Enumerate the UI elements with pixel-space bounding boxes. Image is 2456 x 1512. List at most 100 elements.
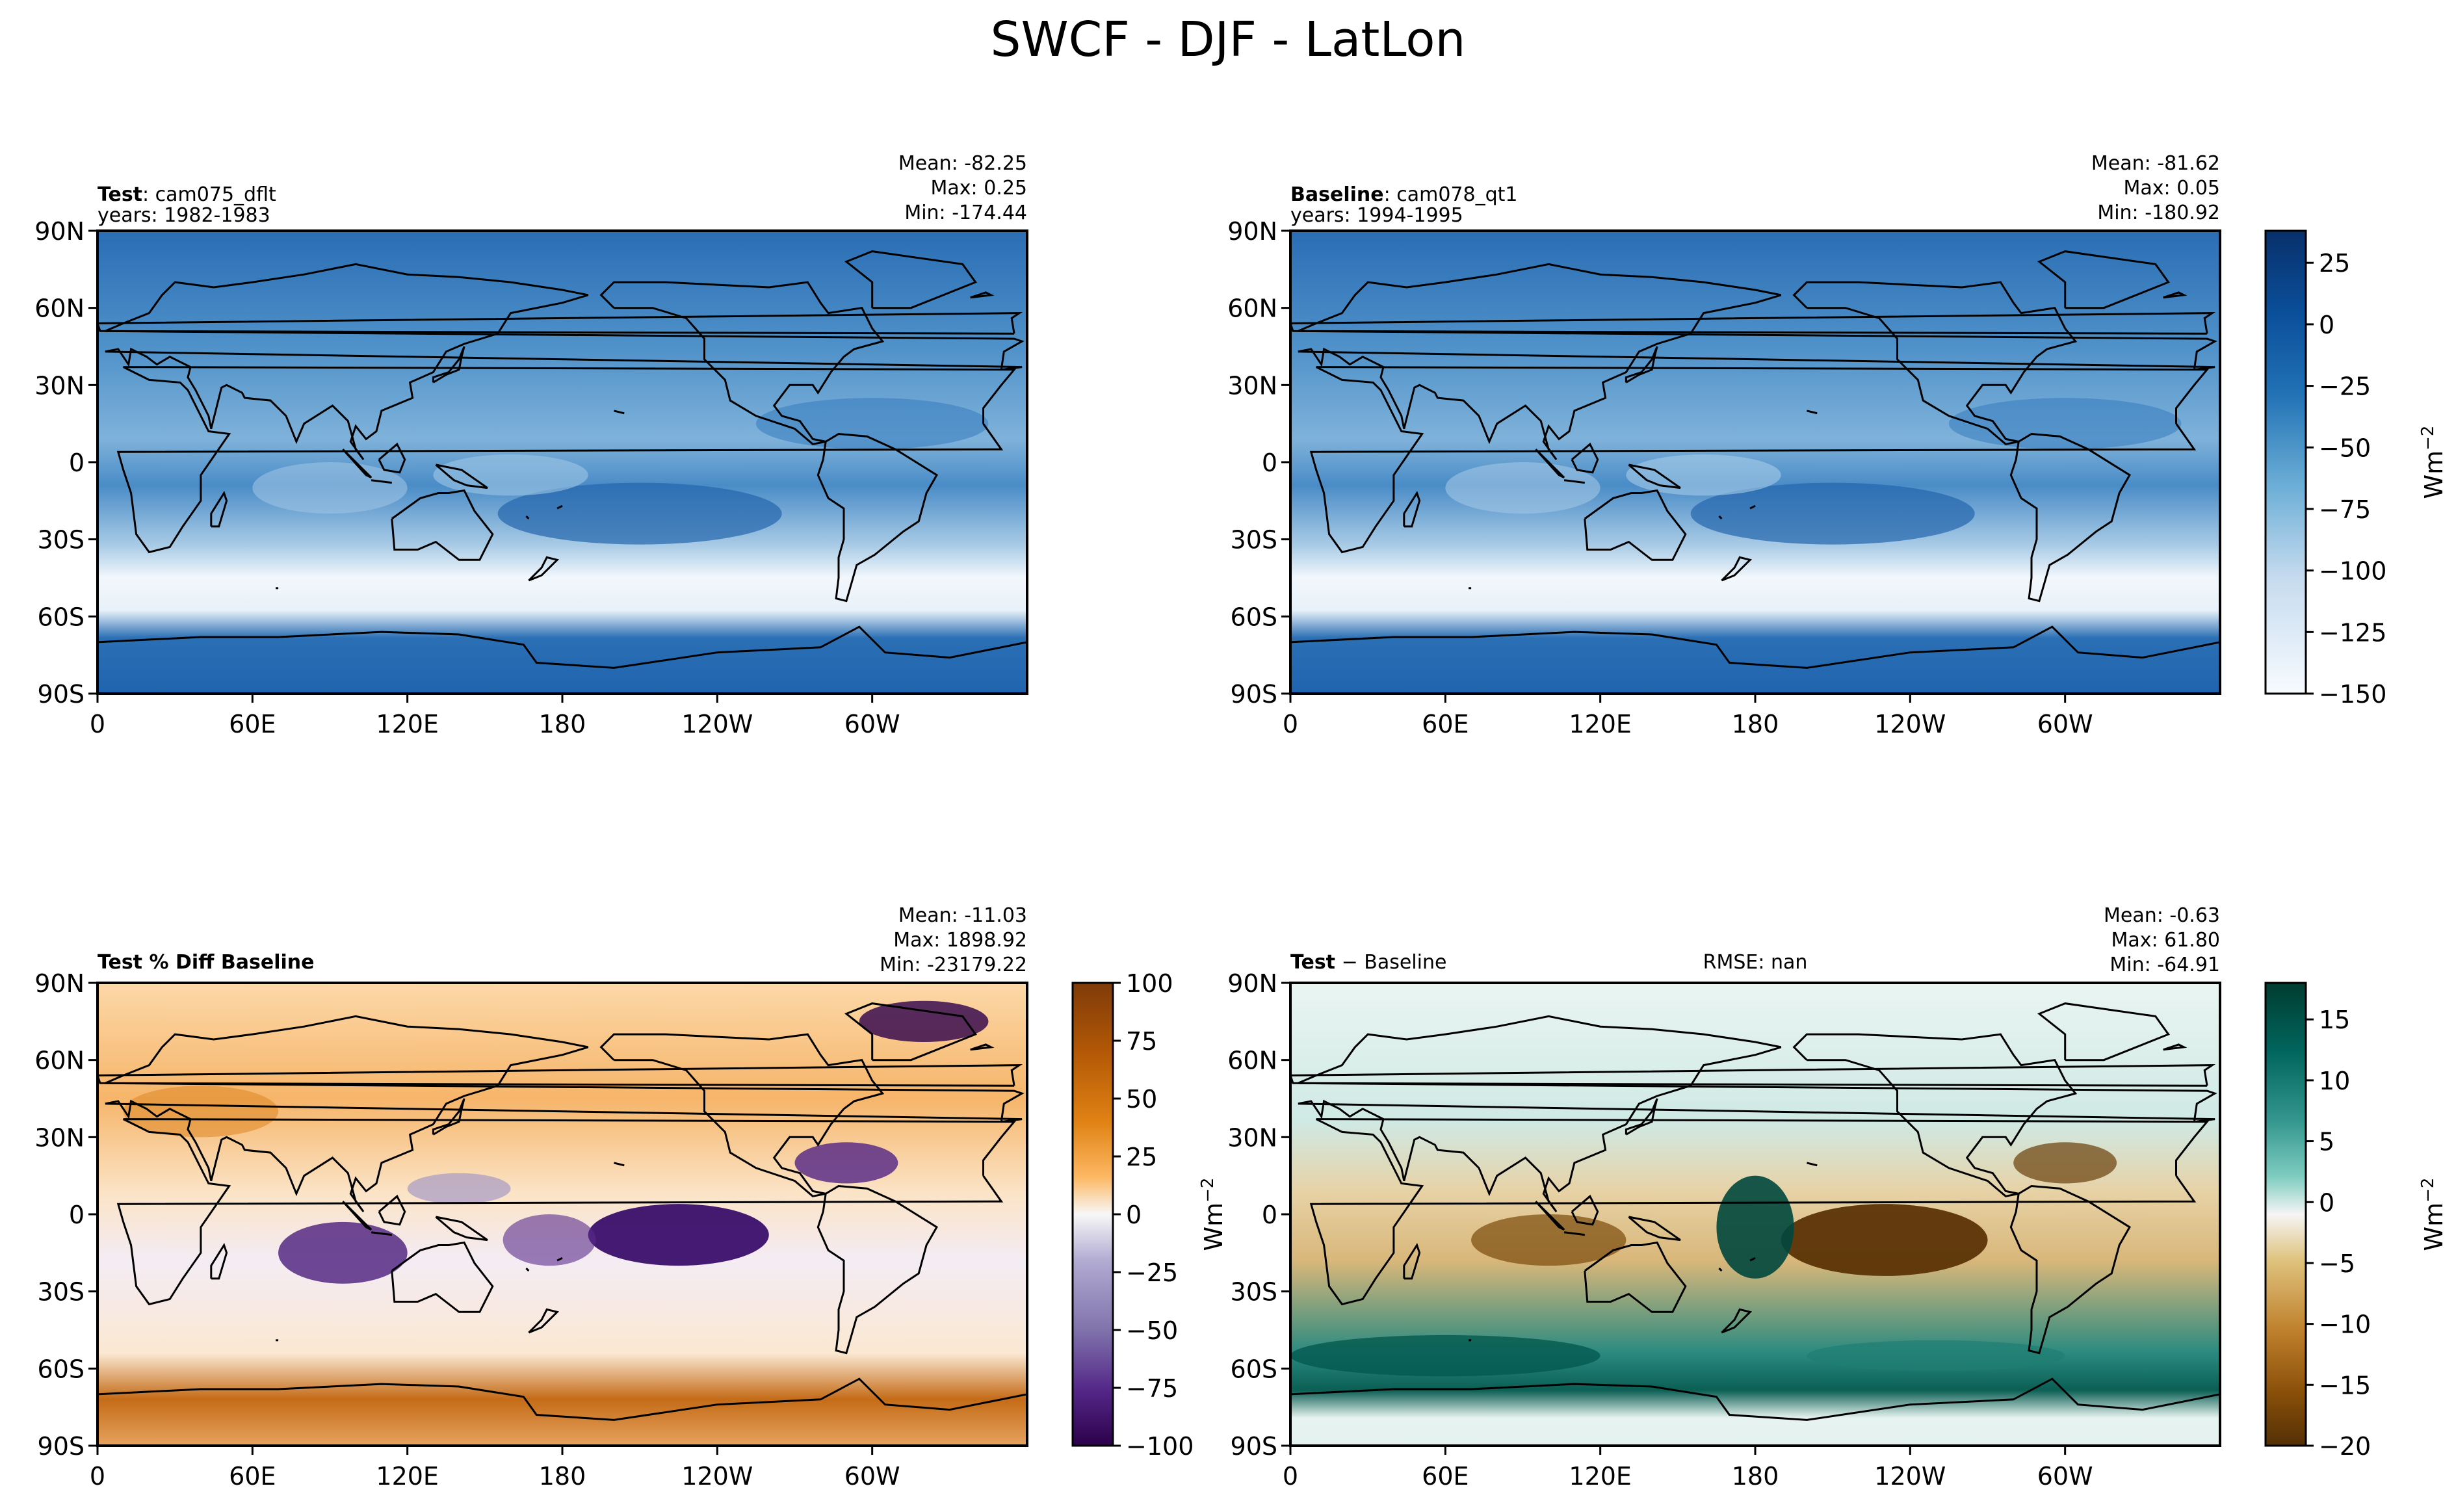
colorbar-tick-label: −125 — [2319, 618, 2386, 647]
lat-tick-label: 60N — [34, 1047, 85, 1075]
lat-tick-label: 30S — [38, 1278, 85, 1307]
lon-tick-label: 60W — [844, 710, 900, 738]
stat-label: Min: -23179.22 — [880, 954, 1027, 976]
colorbar-tick-label: 50 — [1126, 1085, 1157, 1114]
colorbar-tick-label: 0 — [2319, 1188, 2334, 1217]
lat-tick-label: 90N — [34, 969, 85, 998]
lon-tick-label: 120W — [1874, 1462, 1946, 1491]
lon-tick-label: 120W — [681, 1462, 753, 1491]
figure-title: SWCF - DJF - LatLon — [990, 12, 1466, 68]
stat-label: Min: -64.91 — [2110, 954, 2220, 976]
colorbar-tick-label: −50 — [2319, 434, 2371, 462]
lat-tick-label: 0 — [1262, 1201, 1277, 1229]
lat-tick-label: 30S — [1231, 526, 1277, 554]
lat-tick-label: 30N — [34, 1123, 85, 1152]
colorbar-tick-label: 25 — [1126, 1143, 1157, 1171]
colorbar-tick-label: −150 — [2319, 680, 2386, 709]
lon-tick-label: 60E — [229, 1462, 276, 1491]
lat-tick-label: 0 — [1262, 449, 1277, 477]
stat-label: Mean: -82.25 — [898, 152, 1027, 175]
colorbar-tick-label: 5 — [2319, 1128, 2334, 1156]
lat-tick-label: 60S — [38, 603, 85, 631]
colorbar-tick-label: −75 — [2319, 495, 2371, 524]
lat-tick-label: 90S — [1231, 680, 1277, 709]
panel-label: Test % Diff Baseline — [98, 951, 315, 974]
stat-label: Mean: -0.63 — [2104, 904, 2220, 927]
colorbar-tick-label: −25 — [2319, 372, 2371, 401]
lat-tick-label: 0 — [69, 1201, 85, 1229]
lon-tick-label: 60W — [2037, 1462, 2093, 1491]
lon-tick-label: 120W — [1874, 710, 1946, 738]
lat-tick-label: 60N — [1227, 294, 1277, 323]
lat-tick-label: 90S — [1231, 1432, 1277, 1461]
colorbar-tick-label: −10 — [2319, 1310, 2371, 1339]
colorbar-label: Wm−2 — [2418, 426, 2448, 499]
lon-tick-label: 180 — [1732, 1462, 1779, 1491]
lon-tick-label: 0 — [90, 1462, 105, 1491]
lon-tick-label: 180 — [539, 710, 586, 738]
colorbar-label: Wm−2 — [2418, 1178, 2448, 1251]
lat-tick-label: 30S — [1231, 1278, 1277, 1307]
map-field — [98, 983, 1027, 1446]
lat-tick-label: 30N — [1227, 1123, 1277, 1152]
rmse-label: RMSE: nan — [1703, 951, 1808, 974]
coastlines — [98, 1002, 1027, 1421]
lon-tick-label: 0 — [1283, 1462, 1298, 1491]
lon-tick-label: 0 — [90, 710, 105, 738]
stat-label: Min: -174.44 — [904, 202, 1027, 224]
stat-label: Min: -180.92 — [2097, 202, 2220, 224]
lon-tick-label: 60W — [844, 1462, 900, 1491]
lat-tick-label: 30N — [34, 371, 85, 400]
lon-tick-label: 120W — [681, 710, 753, 738]
coastlines — [98, 250, 1027, 669]
colorbar-tick-label: −100 — [1126, 1432, 1194, 1461]
colorbar-tick-label: −100 — [2319, 557, 2386, 586]
lon-tick-label: 60E — [1422, 1462, 1469, 1491]
colorbar-tick-label: −25 — [1126, 1258, 1178, 1287]
colorbar-tick-label: −20 — [2319, 1432, 2371, 1461]
stat-label: Max: 0.05 — [2124, 177, 2220, 200]
stat-label: Mean: -81.62 — [2091, 152, 2220, 175]
lat-tick-label: 30S — [38, 526, 85, 554]
lat-tick-label: 90N — [1227, 217, 1277, 246]
lat-tick-label: 0 — [69, 449, 85, 477]
lat-tick-label: 90N — [34, 217, 85, 246]
lon-tick-label: 120E — [1569, 710, 1632, 738]
stat-label: Max: 61.80 — [2111, 929, 2220, 952]
colorbar: 15 10 5 0 −5 −10 −15 −20 Wm−2 — [2264, 982, 2448, 1461]
lat-tick-label: 60S — [1231, 1355, 1277, 1383]
ylabel-left: Wm−2 — [1198, 1178, 1228, 1251]
colorbar-gradient — [2264, 229, 2307, 695]
colorbar-tick-label: 75 — [1126, 1027, 1157, 1056]
lon-tick-label: 120E — [376, 710, 439, 738]
stat-label: Max: 0.25 — [931, 177, 1027, 200]
colorbar: 25 0 −25 −50 −75 −100 −125 −150 Wm−2 — [2264, 229, 2448, 709]
colorbar-tick-label: 10 — [2319, 1067, 2350, 1095]
colorbar-tick-label: −5 — [2319, 1249, 2355, 1278]
lon-tick-label: 120E — [376, 1462, 439, 1491]
lon-tick-label: 180 — [1732, 710, 1779, 738]
lon-tick-label: 180 — [539, 1462, 586, 1491]
panel-years: years: 1982-1983 — [98, 204, 270, 227]
panel-label: Test: cam075_dflt — [98, 183, 276, 206]
stat-label: Max: 1898.92 — [893, 929, 1027, 952]
lat-tick-label: 60S — [38, 1355, 85, 1383]
colorbar-gradient — [2264, 982, 2307, 1447]
lat-tick-label: 90S — [38, 680, 85, 709]
colorbar: 100 75 50 25 0 −25 −50 −75 −100 — [1071, 969, 1194, 1461]
panel-label: Test − Baseline — [1290, 951, 1446, 974]
colorbar-tick-label: −75 — [1126, 1374, 1178, 1403]
stat-label: Mean: -11.03 — [898, 904, 1027, 927]
lat-tick-label: 90S — [38, 1432, 85, 1461]
lon-tick-label: 0 — [1283, 710, 1298, 738]
lon-tick-label: 60E — [1422, 710, 1469, 738]
colorbar-tick-label: −50 — [1126, 1316, 1178, 1345]
lon-tick-label: 60W — [2037, 710, 2093, 738]
lat-tick-label: 60S — [1231, 603, 1277, 631]
colorbar-tick-label: 15 — [2319, 1006, 2350, 1034]
